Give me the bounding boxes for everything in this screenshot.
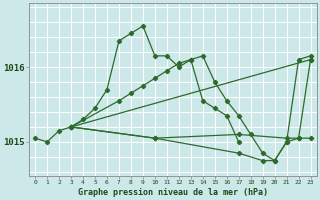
X-axis label: Graphe pression niveau de la mer (hPa): Graphe pression niveau de la mer (hPa) — [78, 188, 268, 197]
